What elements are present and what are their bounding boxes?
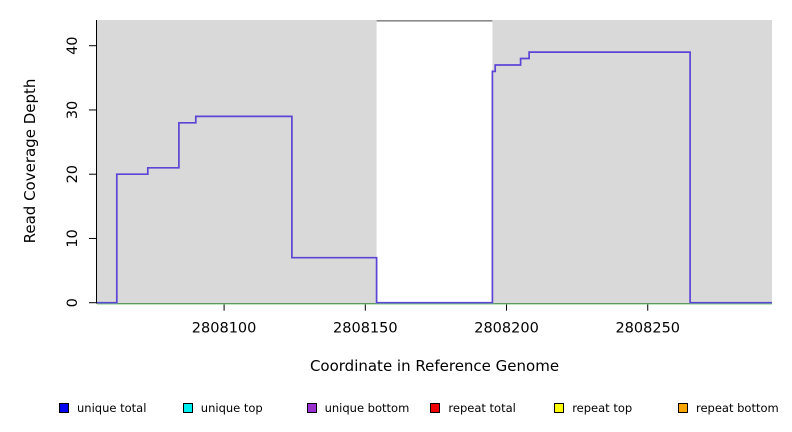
y-tick-label: 0 [65, 298, 81, 307]
tick-labels: 2808100 2808150 2808200 2808250 0 10 20 30 40 [65, 36, 680, 336]
legend-swatch-icon [306, 403, 317, 413]
legend-label: repeat total [448, 401, 516, 415]
mask-region [376, 19, 493, 304]
mask-rect [376, 19, 493, 304]
y-tick-label: 30 [65, 101, 81, 119]
legend-swatch-icon [182, 403, 193, 413]
x-tick-label: 2808250 [615, 321, 680, 337]
legend-swatch-icon [59, 403, 69, 413]
legend-label: repeat bottom [696, 401, 779, 415]
legend-item-repeat-top: repeat top [554, 401, 632, 415]
y-tick-label: 10 [65, 229, 81, 247]
legend-label: unique total [77, 401, 147, 415]
x-tick-label: 2808150 [333, 321, 398, 337]
data-series [97, 51, 772, 305]
x-tick-label: 2808100 [192, 321, 257, 337]
legend-label: unique top [200, 401, 263, 415]
legend-swatch-icon [678, 403, 688, 413]
legend-label: unique bottom [324, 401, 410, 415]
y-axis-title: Read Coverage Depth [21, 78, 39, 244]
legend-item-unique-bottom: unique bottom [306, 401, 410, 415]
legend-item-unique-top: unique top [182, 401, 263, 415]
legend: unique total unique top unique bottom repea… [0, 398, 792, 424]
x-tick-label: 2808200 [474, 321, 539, 337]
y-tick-label: 40 [65, 36, 81, 54]
legend-swatch-icon [430, 403, 441, 413]
legend-item-unique-total: unique total [59, 401, 146, 415]
legend-swatch-icon [554, 403, 565, 413]
x-axis-title: Coordinate in Reference Genome [309, 357, 560, 375]
coverage-step-line [97, 51, 772, 304]
legend-item-repeat-total: repeat total [430, 401, 516, 415]
legend-label: repeat top [572, 401, 633, 415]
legend-item-repeat-bottom: repeat bottom [678, 401, 779, 415]
y-tick-label: 20 [65, 165, 81, 183]
